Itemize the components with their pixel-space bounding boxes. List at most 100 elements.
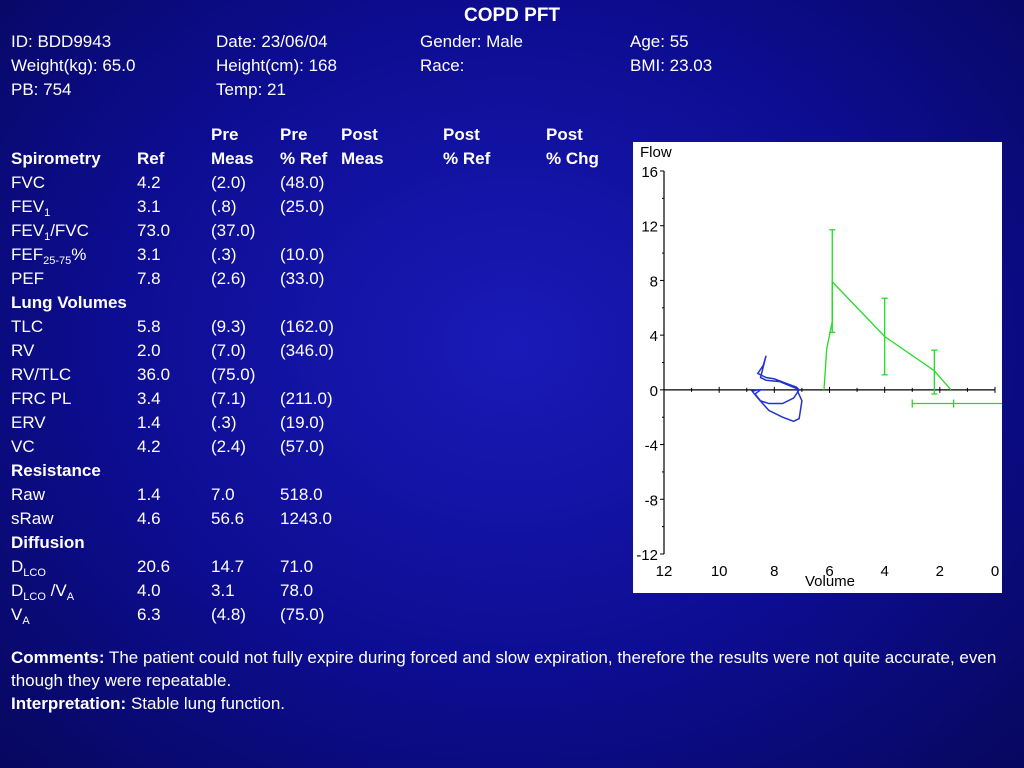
y-tick-label: 0 [650,383,658,400]
measured-flow-volume-loop [750,355,803,423]
x-tick-label: 0 [991,563,999,580]
patient-weight: Weight(kg): 65.0 [11,56,136,75]
row-label-fev1: FEV1 [11,197,51,219]
col-postchg-top: Post [546,125,583,144]
y-tick-label: 12 [641,219,658,236]
preref-va: (75.0) [280,605,325,624]
flow-volume-chart: 16 12 8 4 0 -4 -8 -12 12 10 8 6 4 2 0 Flow Volume [633,142,1002,593]
y-tick-label: 4 [650,328,658,345]
pre-tlc: (9.3) [211,317,246,336]
preref-raw: 518.0 [280,485,323,504]
x-tick-label: 2 [936,563,944,580]
ref-fvc: 4.2 [137,173,161,192]
row-label-rv: RV [11,341,35,360]
preref-sraw: 1243.0 [280,509,332,528]
comments: Comments: The patient could not fully ex… [11,646,1011,692]
ref-dlco-va: 4.0 [137,581,161,600]
section-resistance: Resistance [11,461,101,480]
pre-fev1: (.8) [211,197,237,216]
y-tick-label: -12 [636,547,658,564]
row-label-fev1-fvc: FEV1/FVC [11,221,89,243]
col-post-top: Post [341,125,378,144]
preref-pef: (33.0) [280,269,325,288]
interpretation-text: Stable lung function. [126,694,286,713]
preref-fef: (10.0) [280,245,325,264]
interpretation: Interpretation: Stable lung function. [11,694,285,714]
preref-vc: (57.0) [280,437,325,456]
preref-frc: (211.0) [280,389,333,408]
col-postchg: % Chg [546,149,599,168]
y-tick-label: 8 [650,273,658,290]
barometric-pressure: PB: 754 [11,80,72,99]
y-axis-label: Flow [640,144,672,161]
interpretation-label: Interpretation: [11,694,127,713]
row-label-pef: PEF [11,269,45,288]
ref-va: 6.3 [137,605,161,624]
ref-fev1-fvc: 73.0 [137,221,171,240]
pre-raw: 7.0 [211,485,235,504]
ref-fev1: 3.1 [137,197,161,216]
preref-erv: (19.0) [280,413,325,432]
col-post-meas: Meas [341,149,384,168]
y-tick-label: 16 [641,164,658,181]
patient-height: Height(cm): 168 [216,56,337,75]
row-label-fvc: FVC [11,173,45,192]
ref-frc: 3.4 [137,389,161,408]
x-tick-label: 6 [825,563,833,580]
pre-rv-tlc: (75.0) [211,365,256,384]
row-label-fef: FEF25-75% [11,245,87,267]
pre-erv: (.3) [211,413,237,432]
x-tick-label: 4 [880,563,888,580]
temperature: Temp: 21 [216,80,286,99]
pre-vc: (2.4) [211,437,246,456]
pre-va: (4.8) [211,605,246,624]
ref-erv: 1.4 [137,413,161,432]
ref-pef: 7.8 [137,269,161,288]
ref-tlc: 5.8 [137,317,161,336]
row-label-va: VA [11,605,30,627]
patient-id: ID: BDD9943 [11,32,112,51]
row-label-rv-tlc: RV/TLC [11,365,72,384]
patient-gender: Gender: Male [420,32,523,51]
col-spirometry: Spirometry [11,149,101,168]
patient-bmi: BMI: 23.03 [630,56,713,75]
preref-fev1: (25.0) [280,197,325,216]
col-pre-top: Pre [211,125,239,144]
page-title: COPD PFT [463,5,561,26]
y-tick-label: -4 [645,438,658,455]
row-label-dlco: DLCO [11,557,46,579]
x-tick-label: 8 [770,563,778,580]
col-ref: Ref [137,149,165,168]
col-postref-top: Post [443,125,480,144]
section-lung-volumes: Lung Volumes [11,293,127,312]
pre-fev1-fvc: (37.0) [211,221,256,240]
pre-pef: (2.6) [211,269,246,288]
comments-text: The patient could not fully expire durin… [11,648,997,690]
row-label-raw: Raw [11,485,46,504]
x-tick-label: 12 [656,563,673,580]
x-axis-label: Volume [805,573,855,590]
ref-rv-tlc: 36.0 [137,365,171,384]
row-label-frc: FRC PL [11,389,72,408]
patient-race: Race: [420,56,465,75]
comments-label: Comments: [11,648,105,667]
pre-fvc: (2.0) [211,173,246,192]
row-label-tlc: TLC [11,317,44,336]
pre-dlco: 14.7 [211,557,245,576]
preref-rv: (346.0) [280,341,334,360]
preref-dlco: 71.0 [280,557,314,576]
pre-frc: (7.1) [211,389,246,408]
row-label-dlco-va: DLCO /VA [11,581,75,603]
ref-vc: 4.2 [137,437,161,456]
ref-sraw: 4.6 [137,509,161,528]
ref-rv: 2.0 [137,341,161,360]
row-label-erv: ERV [11,413,46,432]
ref-dlco: 20.6 [137,557,171,576]
pre-sraw: 56.6 [211,509,245,528]
section-diffusion: Diffusion [11,533,85,552]
preref-dlco-va: 78.0 [280,581,314,600]
col-pre-meas: Meas [211,149,254,168]
row-label-sraw: sRaw [11,509,54,528]
test-date: Date: 23/06/04 [216,32,328,51]
y-tick-label: -8 [645,492,658,509]
